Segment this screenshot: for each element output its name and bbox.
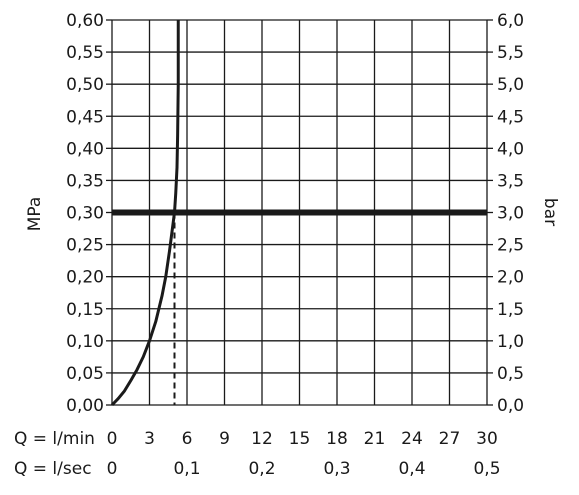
y-tick-label-right: 4,0 <box>497 139 524 159</box>
chart-marks <box>110 20 487 407</box>
y-tick-label-left: 0,45 <box>66 107 104 127</box>
y-tick-label-right: 0,5 <box>497 364 524 384</box>
x-tick-label-lsec: 0 <box>107 459 118 479</box>
y-tick-label-left: 0,50 <box>66 75 104 95</box>
x-tick-label-lsec: 0,2 <box>248 459 275 479</box>
x-axis-label-lmin: Q = l/min <box>14 429 95 449</box>
y-tick-label-left: 0,20 <box>66 268 104 288</box>
y-axis-title-right: bar <box>540 198 560 226</box>
x-tick-label-lsec: 0,5 <box>473 459 500 479</box>
y-tick-label-right: 2,5 <box>497 236 524 256</box>
x-tick-label-lmin: 6 <box>182 429 193 449</box>
y-tick-label-right: 4,5 <box>497 107 524 127</box>
y-tick-label-right: 3,5 <box>497 171 524 191</box>
y-tick-label-right: 6,0 <box>497 11 524 31</box>
y-tick-label-right: 1,5 <box>497 300 524 320</box>
chart-ticks: 0 3 6 9 12 15 18 21 24 27 300,00 0,00,05 0,50,10 1,00… <box>66 11 524 479</box>
y-tick-label-left: 0,25 <box>66 236 104 256</box>
x-tick-label-lsec: 0,4 <box>398 459 425 479</box>
x-tick-label-lmin: 21 <box>364 429 386 449</box>
y-axis-title-left: MPa <box>25 197 45 232</box>
y-tick-label-left: 0,05 <box>66 364 104 384</box>
x-tick-label-lmin: 24 <box>401 429 423 449</box>
y-tick-label-right: 5,0 <box>497 75 524 95</box>
x-axis-label-lsec: Q = l/sec <box>14 459 92 479</box>
y-tick-label-right: 0,0 <box>497 396 524 416</box>
x-tick-label-lsec: 0,3 <box>323 459 350 479</box>
x-tick-label-lmin: 3 <box>144 429 155 449</box>
x-tick-label-lmin: 27 <box>439 429 461 449</box>
y-tick-label-left: 0,35 <box>66 171 104 191</box>
y-tick-label-left: 0,10 <box>66 332 104 352</box>
x-tick-label-lmin: 18 <box>326 429 348 449</box>
x-tick-label-lsec: 0,1 <box>173 459 200 479</box>
x-tick-label-lmin: 9 <box>219 429 230 449</box>
y-tick-label-right: 3,0 <box>497 204 524 224</box>
y-tick-label-left: 0,40 <box>66 139 104 159</box>
y-tick-label-left: 0,30 <box>66 204 104 224</box>
x-tick-label-lmin: 12 <box>251 429 273 449</box>
y-tick-label-right: 5,5 <box>497 43 524 63</box>
x-tick-label-lmin: 15 <box>289 429 311 449</box>
y-tick-label-right: 1,0 <box>497 332 524 352</box>
y-tick-label-left: 0,55 <box>66 43 104 63</box>
x-tick-label-lmin: 30 <box>476 429 498 449</box>
y-tick-label-left: 0,00 <box>66 396 104 416</box>
series-line <box>110 20 180 407</box>
y-tick-label-left: 0,60 <box>66 11 104 31</box>
x-tick-label-lmin: 0 <box>107 429 118 449</box>
y-tick-label-right: 2,0 <box>497 268 524 288</box>
y-tick-label-left: 0,15 <box>66 300 104 320</box>
